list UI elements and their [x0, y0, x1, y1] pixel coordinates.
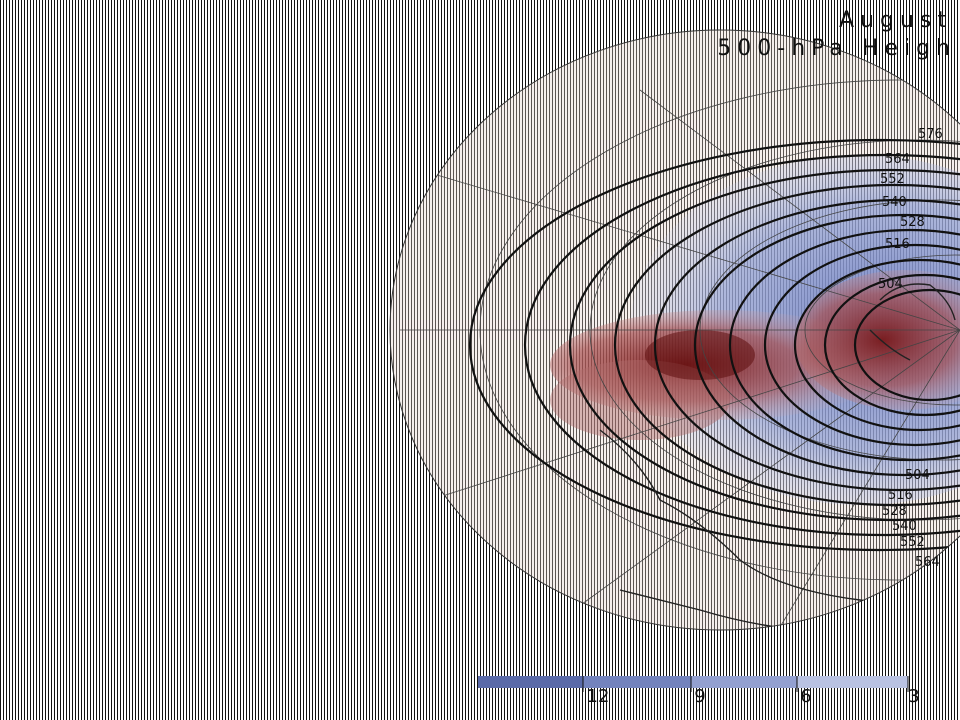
colorbar-segment-6	[691, 676, 797, 688]
contour-label-552-south: 552	[900, 535, 925, 550]
map-title-line-1: August	[839, 8, 952, 33]
colorbar	[478, 676, 909, 692]
height-contours	[468, 138, 960, 552]
contour-label-576: 576	[918, 127, 943, 142]
contour-label-504-north: 504	[878, 277, 903, 292]
colorbar-label-9: 9	[694, 686, 706, 707]
colorbar-segment-3	[797, 676, 908, 688]
colorbar-label-6: 6	[800, 686, 812, 707]
contour-labels: 576 564 552 540 528 516 504 504 516 528 …	[878, 127, 943, 570]
contour-label-564: 564	[885, 152, 910, 167]
map-title-line-2: 500-hPa Heigh	[717, 36, 956, 61]
colorbar-label-12: 12	[586, 686, 610, 707]
contour-label-540: 540	[882, 195, 907, 210]
contour-label-564-south: 564	[915, 555, 940, 570]
colorbar-segment-12	[478, 676, 583, 688]
contour-label-528: 528	[900, 215, 925, 230]
colorbar-segment-9	[583, 676, 691, 688]
contour-label-540-south: 540	[892, 519, 917, 534]
positive-anomaly-shading	[550, 270, 960, 440]
contour-label-552: 552	[880, 172, 905, 187]
contour-label-504-south: 504	[905, 468, 930, 483]
contour-label-528-south: 528	[882, 504, 907, 519]
colorbar-label-3: 3	[908, 686, 920, 707]
contour-label-516: 516	[885, 237, 910, 252]
contour-label-516-south: 516	[888, 488, 913, 503]
